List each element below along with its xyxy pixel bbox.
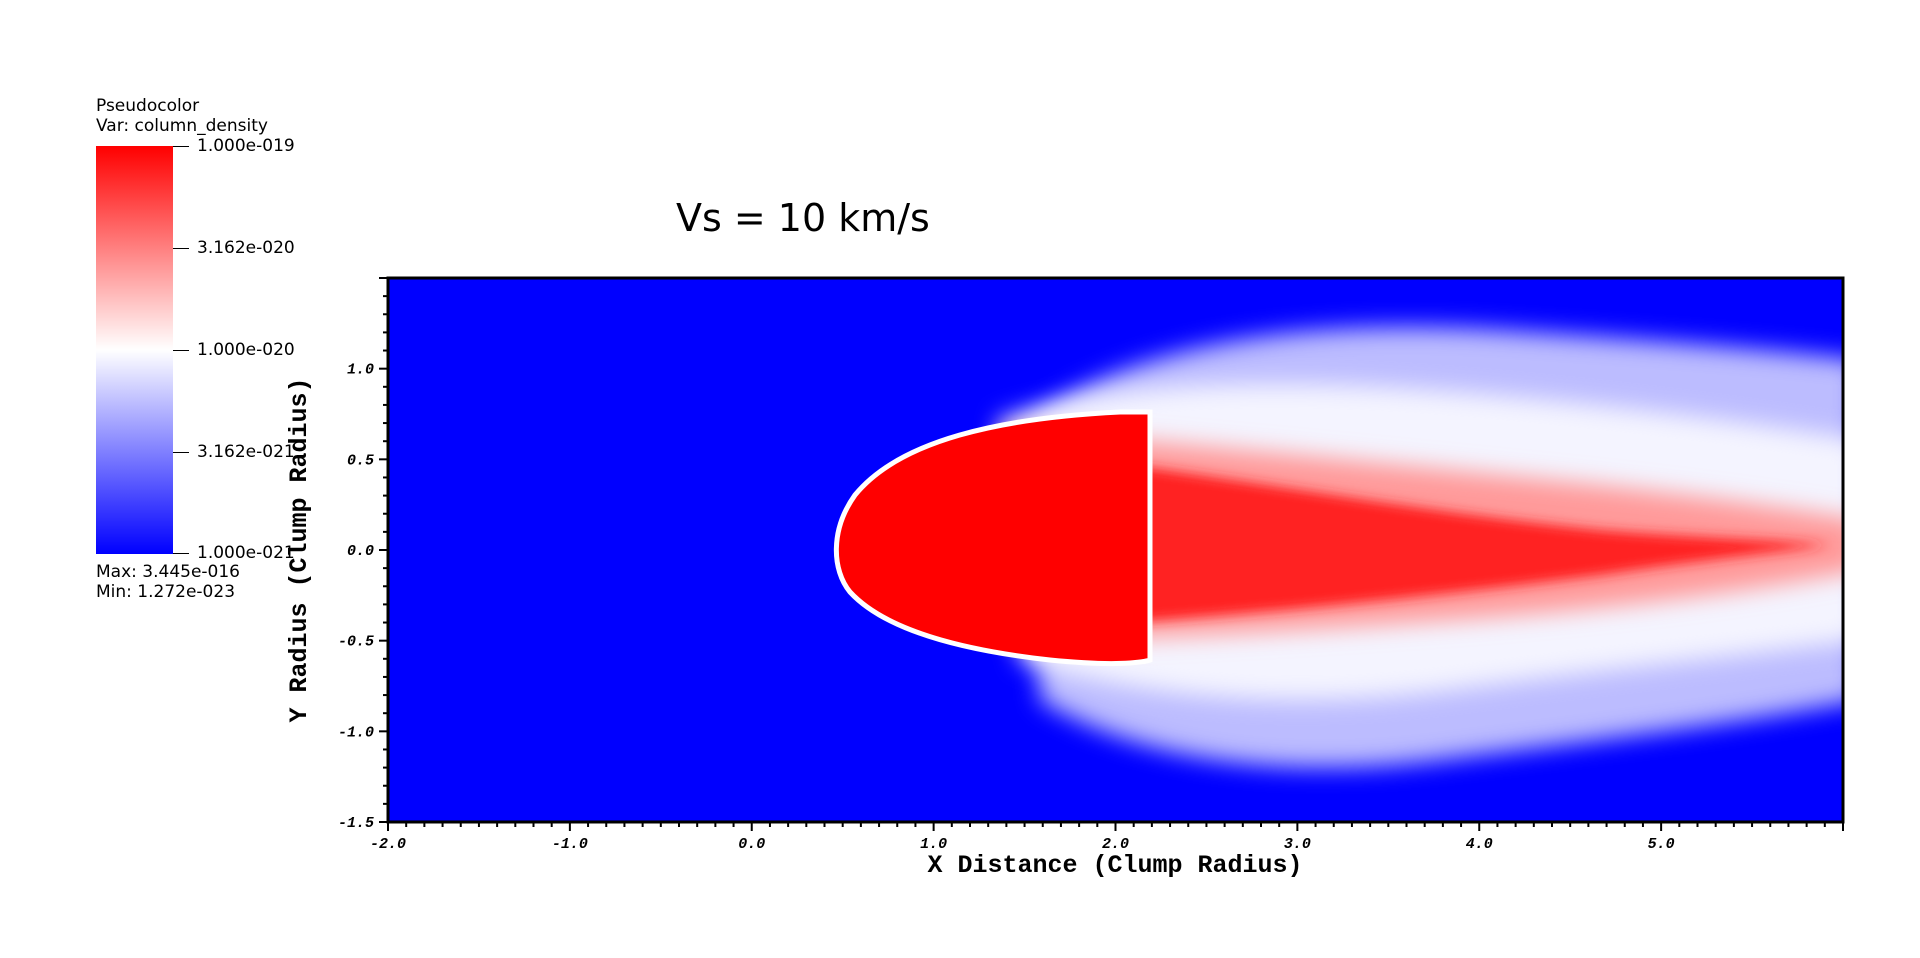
legend-max: Max: 3.445e-016	[96, 562, 240, 582]
legend-tick-label: 1.000e-019	[197, 136, 295, 156]
legend-min: Min: 1.272e-023	[96, 582, 236, 602]
legend-tick	[173, 248, 189, 249]
legend-tick	[173, 553, 189, 554]
colorbar-gradient	[96, 146, 173, 554]
x-tick-label: -2.0	[370, 836, 406, 853]
x-axis-title: X Distance (Clump Radius)	[927, 851, 1302, 880]
legend-tick	[173, 452, 189, 453]
y-tick-label: 1.0	[347, 362, 374, 379]
y-tick-label: -1.0	[338, 724, 374, 741]
density-red-core	[1000, 450, 1830, 630]
legend-tick	[173, 146, 189, 147]
plot-title: Vs = 10 km/s	[676, 196, 930, 240]
colorbar-legend: Pseudocolor Var: column_density 1.000e-0…	[96, 96, 356, 616]
legend-tick	[173, 350, 189, 351]
y-tick-label: 0.5	[347, 452, 374, 469]
legend-tick-label: 3.162e-021	[197, 442, 295, 462]
y-tick-label: 0.0	[347, 543, 374, 560]
x-axis: -2.0 -1.0 0.0 1.0 2.0 3.0 4.0 5.0	[370, 822, 1844, 853]
x-tick-label: 4.0	[1466, 836, 1493, 853]
legend-tick-label: 1.000e-020	[197, 340, 295, 360]
legend-tick-label: 3.162e-020	[197, 238, 295, 258]
legend-title: Pseudocolor	[96, 96, 200, 116]
y-axis: -1.5 -1.0 -0.5 0.0 0.5 1.0	[338, 277, 388, 832]
y-axis-title: Y Radius (Clump Radius)	[285, 377, 314, 722]
clump-head	[833, 409, 1153, 667]
x-tick-label: 1.0	[920, 836, 947, 853]
x-tick-label: 5.0	[1648, 836, 1675, 853]
x-tick-label: 2.0	[1102, 836, 1129, 853]
x-tick-label: 3.0	[1284, 836, 1311, 853]
y-tick-label: -0.5	[338, 634, 374, 651]
density-field	[833, 326, 1843, 768]
legend-tick-label: 1.000e-021	[197, 543, 295, 563]
legend-variable: Var: column_density	[96, 116, 268, 136]
x-tick-label: -1.0	[552, 836, 588, 853]
y-tick-label: -1.5	[338, 815, 374, 832]
x-tick-label: 0.0	[738, 836, 765, 853]
